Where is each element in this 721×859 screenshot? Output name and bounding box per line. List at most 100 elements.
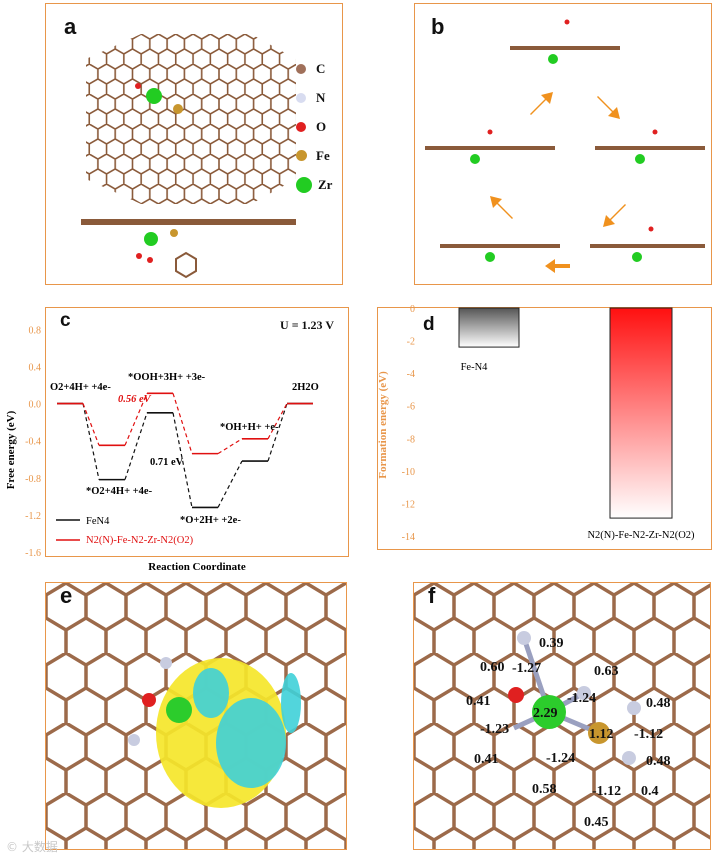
panel-e: e: [45, 582, 347, 850]
ytick-d-2: -4: [407, 369, 415, 380]
connector-0-1: [82, 403, 100, 480]
charge-4: 0.41: [466, 694, 491, 709]
ytick-d-7: -14: [402, 532, 415, 543]
legend-item-o: O: [296, 112, 332, 141]
connector-0-5: [267, 403, 288, 462]
n-atom-f-1: [517, 631, 531, 645]
ytick-c-1: 0.4: [29, 362, 42, 373]
charge-13: 0.48: [646, 754, 671, 769]
charge-5: -1.24: [567, 691, 596, 706]
charge-8: 2.29: [533, 706, 558, 721]
structure-bottom-right: [590, 226, 705, 262]
charge-depletion-region: [216, 698, 286, 788]
charge-2: -1.27: [512, 661, 541, 676]
charge-14: 0.58: [532, 782, 557, 797]
step-labels: O2+4H+ +4e- *O2+4H+ +4e- *OOH+3H+ +3e- *…: [50, 372, 319, 526]
panel-f-label: f: [428, 583, 436, 608]
bar-0: [458, 307, 520, 348]
connector-1-2: [124, 393, 148, 446]
n-atom-f-3: [627, 701, 641, 715]
ytick-d-6: -12: [402, 499, 415, 510]
zr-atom: [146, 88, 162, 104]
connector-1-1: [82, 403, 100, 446]
category-label-0: Fe-N4: [461, 362, 489, 373]
panel-b-cycle: [425, 19, 705, 273]
charge-11: 0.41: [474, 752, 499, 767]
connector-1-4: [217, 438, 243, 455]
annotation-056: 0.56 eV: [118, 394, 152, 405]
zr-atom-e: [166, 697, 192, 723]
graphene-side-view: [81, 219, 296, 225]
connector-1-3: [172, 393, 193, 454]
legend-item-n: N: [296, 83, 332, 112]
connector-0-3: [172, 412, 193, 508]
legend-c-series-1: N2(N)-Fe-N2-Zr-N2(O2): [86, 535, 194, 546]
fe-atom: [173, 104, 183, 114]
step-label-4: *OH+H+ +e-: [220, 422, 279, 433]
panel-f-bader-charges: 0.39 0.60 -1.27 0.63 0.41 -1.24 0.48 -1.…: [414, 583, 710, 849]
structure-top: [510, 19, 620, 64]
n-atom-e-2: [128, 734, 140, 746]
step-label-5: 2H2O: [292, 382, 319, 393]
charge-9: 1.12: [589, 727, 614, 742]
charge-0: 0.39: [539, 636, 564, 651]
cycle-arrows: [490, 92, 626, 273]
category-label-1: N2(N)-Fe-N2-Zr-N2(O2): [587, 530, 695, 541]
o-atom-e: [142, 693, 156, 707]
legend-c-series-0: FeN4: [86, 516, 110, 527]
ytick-c-6: -1.6: [25, 548, 41, 559]
step-label-3: *O+2H+ +2e-: [180, 515, 241, 526]
panel-c-label: c: [60, 310, 71, 331]
legend-item-c: C: [296, 54, 332, 83]
ytick-c-5: -1.2: [25, 511, 41, 522]
charge-17: 0.45: [584, 815, 609, 830]
panel-e-label: e: [60, 583, 73, 608]
charge-7: -1.23: [480, 722, 509, 737]
graphene-sheet-top: [86, 34, 296, 204]
watermark: © 大数据: [6, 840, 58, 854]
legend-c: FeN4 N2(N)-Fe-N2-Zr-N2(O2): [56, 516, 194, 546]
connector-0-2: [124, 412, 148, 480]
panel-b: b: [414, 3, 712, 285]
charge-10: -1.12: [634, 727, 663, 742]
connector-0-4: [217, 460, 243, 508]
xlabel-c: Reaction Coordinate: [148, 561, 246, 573]
charge-15: -1.12: [592, 784, 621, 799]
panel-e-charge-density: [46, 583, 346, 849]
panel-b-label: b: [431, 14, 445, 39]
structure-bottom-left: [440, 244, 560, 262]
panel-c: c U = 1.23 V: [45, 307, 349, 557]
ytick-d-4: -8: [407, 434, 415, 445]
ytick-c-4: -0.8: [25, 474, 41, 485]
charge-16: 0.4: [641, 784, 659, 799]
step-label-0: O2+4H+ +4e-: [50, 382, 111, 393]
chart-formation-energy: Formation energy (eV) 0 -2 -4 -6 -8 -10 -12 -14…: [377, 304, 695, 543]
step-label-1: *O2+4H+ +4e-: [86, 486, 153, 497]
structure-left: [425, 129, 555, 164]
fe-atom-f: [588, 722, 610, 744]
n-atom-f-4: [622, 751, 636, 765]
panel-a-structure: [81, 34, 296, 279]
ytick-c-0: 0.8: [29, 325, 42, 336]
n-atom-f-2: [577, 686, 591, 700]
ylabel-c: Free energy (eV): [5, 410, 17, 489]
ytick-c-2: 0.0: [29, 400, 42, 411]
charge-12: -1.24: [546, 751, 575, 766]
charge-6: 0.48: [646, 696, 671, 711]
legend-item-fe: Fe: [296, 141, 332, 170]
legend-item-zr: Zr: [296, 170, 332, 199]
zr-atom-f: [532, 695, 566, 729]
step-label-2: *OOH+3H+ +3e-: [128, 372, 206, 383]
potential-annotation: U = 1.23 V: [280, 318, 334, 332]
chart-free-energy: Free energy (eV) Reaction Coordinate 0.8…: [5, 325, 319, 573]
o-atom: [135, 83, 141, 89]
annotation-071: 0.71 eV: [150, 457, 184, 468]
ytick-d-1: -2: [407, 337, 415, 348]
charge-3: 0.63: [594, 664, 619, 679]
element-legend: C N O Fe Zr: [296, 54, 332, 199]
ylabel-d: Formation energy (eV): [377, 371, 389, 479]
charge-1: 0.60: [480, 660, 505, 675]
panel-d-label: d: [423, 314, 435, 335]
n-atom-e-1: [160, 657, 172, 669]
panel-a: a C N O Fe Zr: [45, 3, 343, 285]
